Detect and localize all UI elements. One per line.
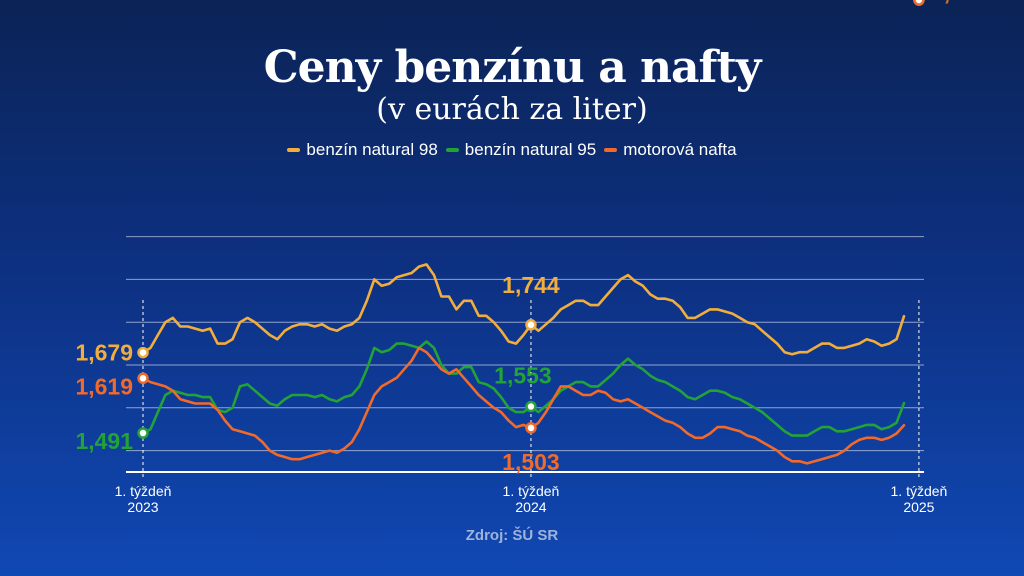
chart-subtitle: (v eurách za liter) xyxy=(376,92,648,127)
legend-item-diesel: motorová nafta xyxy=(604,140,737,160)
x-tick-label-2-line1: 1. týždeň xyxy=(891,483,948,499)
series-line-natural-98 xyxy=(141,263,906,356)
value-label-natural-95-week-104: 1,561 xyxy=(931,0,989,5)
value-label-natural-98-week-104: 1,764 xyxy=(931,0,989,5)
value-label-natural-95-week-0: 1,491 xyxy=(75,428,133,454)
legend: benzín natural 98 benzín natural 95 moto… xyxy=(0,140,1024,160)
chart-title: Ceny benzínu a nafty xyxy=(263,42,762,93)
legend-item-natural-98: benzín natural 98 xyxy=(287,140,438,160)
series-line-natural-95 xyxy=(141,340,906,437)
source-note: Zdroj: ŠÚ SR xyxy=(465,527,559,544)
marker-natural-95-week-0 xyxy=(137,427,149,439)
x-tick-label-1-line2: 2024 xyxy=(515,499,546,515)
legend-swatch-natural-98 xyxy=(287,148,301,152)
marker-diesel-week-52 xyxy=(525,422,537,434)
value-label-diesel-week-104: 1,509 xyxy=(931,0,989,5)
marker-natural-95-week-52 xyxy=(525,400,537,413)
legend-label-natural-98: benzín natural 98 xyxy=(306,140,438,159)
value-label-natural-98-week-52: 1,744 xyxy=(502,272,560,298)
series-line-diesel xyxy=(141,346,906,465)
marker-diesel-week-0 xyxy=(137,372,149,385)
marker-natural-98-week-0 xyxy=(137,346,149,359)
legend-label-natural-95: benzín natural 95 xyxy=(464,140,597,159)
legend-swatch-diesel xyxy=(604,148,618,152)
x-tick-label-1-line1: 1. týždeň xyxy=(503,483,560,499)
x-tick-label-0-line1: 1. týždeň xyxy=(115,483,172,499)
marker-diesel-week-104 xyxy=(913,0,925,6)
legend-swatch-natural-95 xyxy=(445,148,459,152)
legend-item-natural-95: benzín natural 95 xyxy=(445,140,597,160)
x-tick-label-2-line2: 2025 xyxy=(903,499,934,515)
legend-label-diesel: motorová nafta xyxy=(623,140,737,159)
value-label-diesel-week-0: 1,619 xyxy=(75,373,133,399)
value-label-natural-98-week-0: 1,679 xyxy=(75,340,133,366)
marker-natural-98-week-52 xyxy=(525,319,537,331)
x-tick-label-0-line2: 2023 xyxy=(127,499,158,515)
value-label-natural-95-week-52: 1,553 xyxy=(494,363,552,389)
value-label-diesel-week-52: 1,503 xyxy=(502,449,560,475)
